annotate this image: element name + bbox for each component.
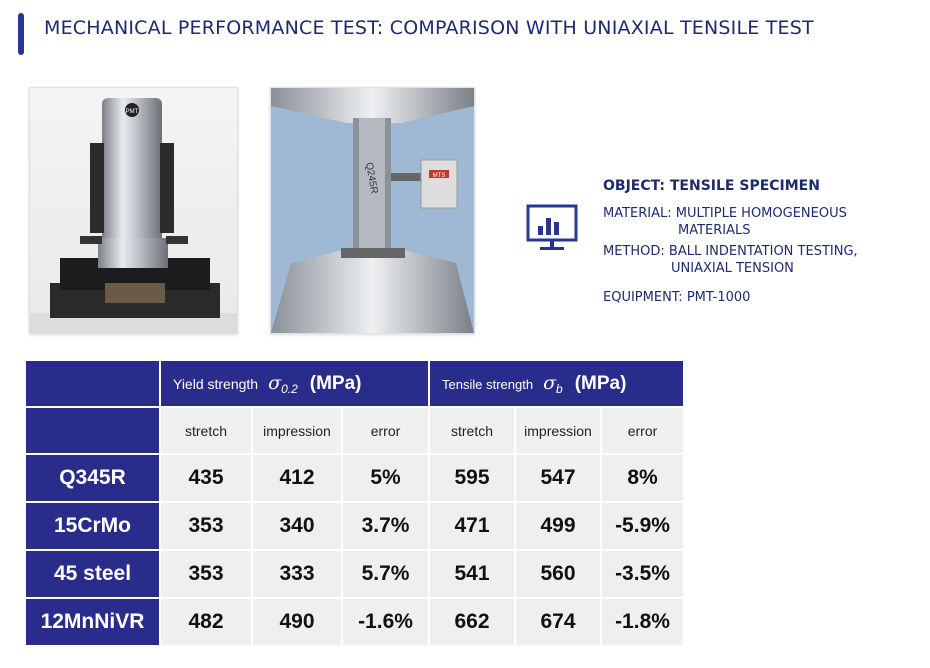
comparison-table: Yield strength σ0.2 (MPa) Tensile strength… bbox=[24, 359, 685, 647]
equipment-value: PMT-1000 bbox=[686, 290, 751, 305]
value-cell: 435 bbox=[161, 455, 251, 501]
value-cell: 340 bbox=[253, 503, 341, 549]
subheader-cell: impression bbox=[253, 408, 341, 453]
value-cell: 490 bbox=[253, 599, 341, 645]
table-subheader-corner bbox=[26, 408, 159, 453]
value-cell: 353 bbox=[161, 503, 251, 549]
yield-strength-header: Yield strength σ0.2 (MPa) bbox=[161, 361, 428, 406]
sensor-label: MTS bbox=[433, 173, 446, 179]
material-value-2: MATERIALS bbox=[678, 223, 751, 238]
value-cell: 560 bbox=[516, 551, 600, 597]
yield-subscript: 0.2 bbox=[281, 381, 298, 396]
title-accent-bar bbox=[18, 13, 24, 55]
equipment-label: EQUIPMENT: bbox=[603, 290, 683, 305]
value-cell: 471 bbox=[430, 503, 514, 549]
method-value-2: UNIAXIAL TENSION bbox=[671, 261, 794, 276]
material-name-cell: Q345R bbox=[26, 455, 159, 501]
tensile-machine-photo: Q245R MTS bbox=[270, 87, 475, 334]
material-name-cell: 45 steel bbox=[26, 551, 159, 597]
equipment-line: EQUIPMENT: PMT-1000 bbox=[603, 289, 903, 306]
subheader-cell: stretch bbox=[161, 408, 251, 453]
yield-sigma-symbol: σ bbox=[268, 371, 282, 394]
method-label: METHOD: bbox=[603, 244, 665, 259]
value-cell: 333 bbox=[253, 551, 341, 597]
tensile-sigma-symbol: σ bbox=[543, 371, 557, 394]
method-line: METHOD: BALL INDENTATION TESTING, bbox=[603, 243, 903, 260]
value-cell: 499 bbox=[516, 503, 600, 549]
chart-presentation-icon bbox=[526, 204, 578, 250]
table-row: 12MnNiVR 482 490 -1.6% 662 674 -1.8% bbox=[26, 599, 683, 645]
table-group-header-row: Yield strength σ0.2 (MPa) Tensile strength… bbox=[26, 361, 683, 406]
table-row: 45 steel 353 333 5.7% 541 560 -3.5% bbox=[26, 551, 683, 597]
tensile-strength-header: Tensile strength σb (MPa) bbox=[430, 361, 683, 406]
tensile-unit: (MPa) bbox=[574, 372, 627, 394]
material-label: MATERIAL: bbox=[603, 206, 672, 221]
subheader-cell: error bbox=[343, 408, 428, 453]
value-cell: 5.7% bbox=[343, 551, 428, 597]
subheader-cell: error bbox=[602, 408, 683, 453]
value-cell: -3.5% bbox=[602, 551, 683, 597]
specimen-label: Q245R bbox=[363, 162, 379, 195]
value-cell: 547 bbox=[516, 455, 600, 501]
value-cell: 412 bbox=[253, 455, 341, 501]
table-subheader-row: stretch impression error stretch impress… bbox=[26, 408, 683, 453]
value-cell: 3.7% bbox=[343, 503, 428, 549]
tensile-subscript: b bbox=[556, 381, 563, 396]
value-cell: -5.9% bbox=[602, 503, 683, 549]
value-cell: 8% bbox=[602, 455, 683, 501]
tensile-strength-label: Tensile strength bbox=[442, 376, 534, 392]
material-line: MATERIAL: MULTIPLE HOMOGENEOUS bbox=[603, 205, 903, 222]
table-corner-cell bbox=[26, 361, 159, 406]
value-cell: 482 bbox=[161, 599, 251, 645]
value-cell: 541 bbox=[430, 551, 514, 597]
material-name-cell: 15CrMo bbox=[26, 503, 159, 549]
value-cell: 674 bbox=[516, 599, 600, 645]
device-logo-text: PMT bbox=[126, 109, 139, 115]
value-cell: -1.6% bbox=[343, 599, 428, 645]
object-label: OBJECT: TENSILE SPECIMEN bbox=[603, 178, 820, 194]
value-cell: 595 bbox=[430, 455, 514, 501]
method-value-1: BALL INDENTATION TESTING, bbox=[668, 244, 858, 259]
value-cell: 662 bbox=[430, 599, 514, 645]
table-row: 15CrMo 353 340 3.7% 471 499 -5.9% bbox=[26, 503, 683, 549]
yield-strength-label: Yield strength bbox=[173, 375, 259, 392]
material-value-1: MULTIPLE HOMOGENEOUS bbox=[675, 206, 847, 221]
value-cell: 5% bbox=[343, 455, 428, 501]
subheader-cell: impression bbox=[516, 408, 600, 453]
device-photo: PMT bbox=[29, 87, 238, 334]
table-row: Q345R 435 412 5% 595 547 8% bbox=[26, 455, 683, 501]
subheader-cell: stretch bbox=[430, 408, 514, 453]
yield-unit: (MPa) bbox=[309, 372, 362, 394]
material-name-cell: 12MnNiVR bbox=[26, 599, 159, 645]
value-cell: 353 bbox=[161, 551, 251, 597]
value-cell: -1.8% bbox=[602, 599, 683, 645]
page-title: MECHANICAL PERFORMANCE TEST: COMPARISON … bbox=[44, 17, 814, 39]
